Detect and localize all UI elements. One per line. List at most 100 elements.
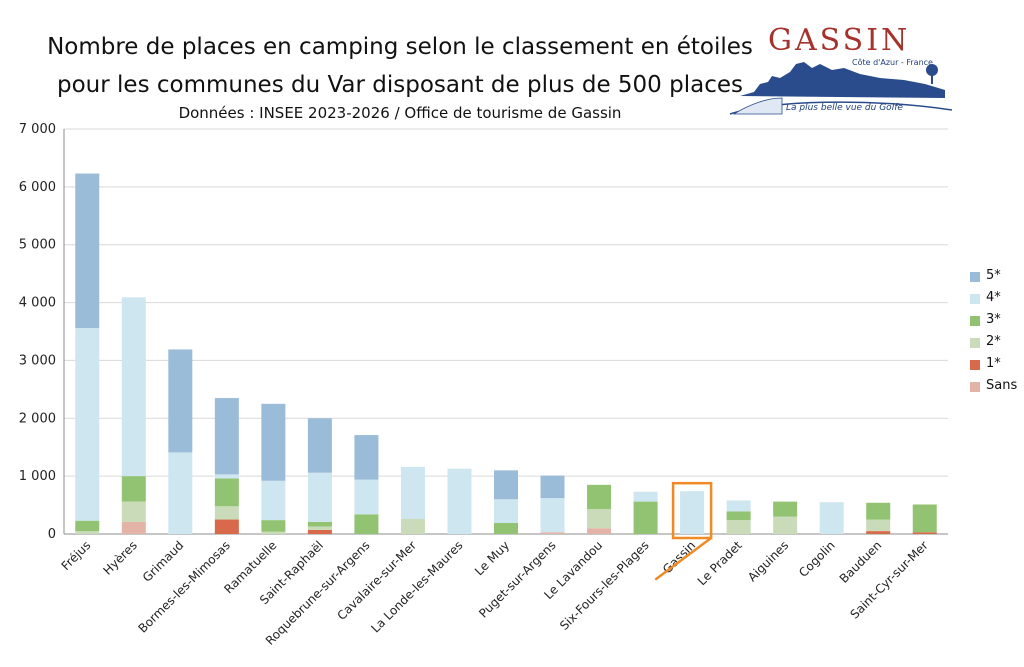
bar-segment [75, 531, 100, 534]
x-tick-label: Fréjus [59, 538, 94, 573]
legend-swatch-2-star [970, 338, 980, 348]
bar-segment [214, 519, 239, 534]
bar-segment [214, 506, 239, 520]
x-tick-label: Cogolin [796, 538, 838, 580]
bar-segment [773, 516, 798, 534]
stacked-bar-chart: 0 1 000 2 000 3 000 4 000 5 000 6 000 7 000 Fré… [19, 122, 948, 648]
bar-segment [400, 466, 425, 519]
bar-segment [866, 531, 891, 534]
highlight-box [671, 481, 713, 540]
x-tick-label: La Londe-les-Maures [368, 538, 465, 635]
x-axis-ticks: Fréjus Hyères GrimaudBormes-les-MimosasRam… [59, 538, 931, 648]
bar-segment [726, 520, 751, 534]
bar-segment [540, 475, 565, 499]
bar-segment [912, 532, 937, 534]
bars [75, 173, 937, 534]
bar-segment [75, 173, 100, 329]
bar-segment [540, 498, 565, 533]
legend-swatch-3-star [970, 316, 980, 326]
y-tick-label: 4 000 [19, 296, 56, 311]
bar-segment [168, 452, 193, 534]
bar-segment [121, 297, 146, 477]
bar-segment [354, 479, 379, 515]
bar-segment [866, 519, 891, 532]
bar-segment [726, 500, 751, 512]
bar-segment [819, 502, 844, 534]
x-tick-label: Bauduen [837, 538, 885, 586]
y-tick-label: 3 000 [19, 353, 56, 368]
bar-segment [633, 501, 658, 534]
legend-label-3-star: 3* [986, 312, 1001, 327]
bar-segment [214, 474, 239, 479]
bar-segment [773, 501, 798, 517]
y-tick-label: 1 000 [19, 469, 56, 484]
logo-name: GASSIN [768, 23, 910, 58]
x-tick-label: Grimaud [140, 538, 187, 585]
bar-segment [307, 521, 332, 527]
y-tick-label: 5 000 [19, 238, 56, 253]
bar-segment [633, 491, 658, 502]
bar-segment [121, 501, 146, 522]
bar-segment [494, 470, 518, 500]
bar-segment [680, 491, 705, 534]
bar-segment [261, 531, 286, 534]
x-tick-label: Cavalaire-sur-Mer [334, 538, 419, 623]
logo-region: Côte d'Azur - France [852, 57, 933, 67]
legend-label-4-star: 4* [986, 290, 1001, 305]
legend-swatch-1-star [970, 360, 980, 370]
bar-segment [307, 418, 332, 473]
chart-title-line-2: pour les communes du Var disposant de pl… [57, 72, 743, 98]
gassin-logo: GASSIN Côte d'Azur - France La plus bell… [729, 23, 953, 115]
legend-swatch-4-star [970, 294, 980, 304]
bar-segment [121, 521, 146, 534]
y-tick-label: 0 [48, 527, 56, 542]
bar-segment [307, 526, 332, 530]
y-tick-label: 6 000 [19, 180, 56, 195]
legend-swatch-5-star [970, 272, 980, 282]
bar-segment [307, 472, 332, 522]
bar-segment [261, 480, 286, 521]
x-tick-label: Le Muy [472, 538, 512, 578]
bar-segment [121, 476, 146, 502]
gassin-highlight [654, 481, 713, 581]
x-tick-label: Aiguines [745, 538, 791, 584]
bar-segment [587, 484, 612, 510]
bar-segment [587, 509, 612, 529]
y-tick-label: 2 000 [19, 411, 56, 426]
legend-label-5-star: 5* [986, 268, 1001, 283]
chart-subtitle: Données : INSEE 2023-2026 / Office de to… [178, 104, 622, 122]
bar-segment [75, 328, 100, 521]
bar-segment [587, 528, 612, 534]
legend-label-sans: Sans [986, 378, 1018, 393]
bar-segment [261, 520, 286, 532]
bar-segment [540, 532, 565, 534]
bar-segment [866, 502, 891, 520]
grid-lines [63, 128, 948, 535]
bar-segment [400, 518, 425, 534]
bar-segment [447, 468, 472, 534]
bar-segment [214, 398, 239, 475]
chart-title-line-1: Nombre de places en camping selon le cla… [47, 34, 753, 60]
bar-segment [726, 511, 751, 521]
legend-label-2-star: 2* [986, 334, 1001, 349]
bar-segment [354, 435, 379, 480]
bar-segment [494, 523, 518, 534]
y-tick-label: 7 000 [19, 122, 56, 137]
bar-segment [168, 349, 193, 453]
x-tick-label: Bormes-les-Mimosas [136, 538, 233, 635]
highlight-underline [654, 536, 713, 581]
y-axis-ticks: 0 1 000 2 000 3 000 4 000 5 000 6 000 7 000 [19, 122, 56, 542]
bar-segment [214, 478, 239, 507]
x-tick-label: Saint-Cyr-sur-Mer [847, 538, 930, 621]
legend-swatch-sans [970, 382, 980, 392]
logo-slogan: La plus belle vue du Golfe [786, 103, 903, 113]
bar-segment [307, 529, 332, 534]
legend-label-1-star: 1* [986, 356, 1001, 371]
x-tick-label: Hyères [100, 538, 139, 577]
bar-segment [261, 403, 286, 481]
x-tick-label: Six-Fours-les-Plages [557, 538, 652, 633]
bar-segment [912, 504, 937, 533]
bar-segment [494, 499, 518, 524]
bar-segment [75, 520, 100, 532]
bar-segment [354, 514, 379, 534]
